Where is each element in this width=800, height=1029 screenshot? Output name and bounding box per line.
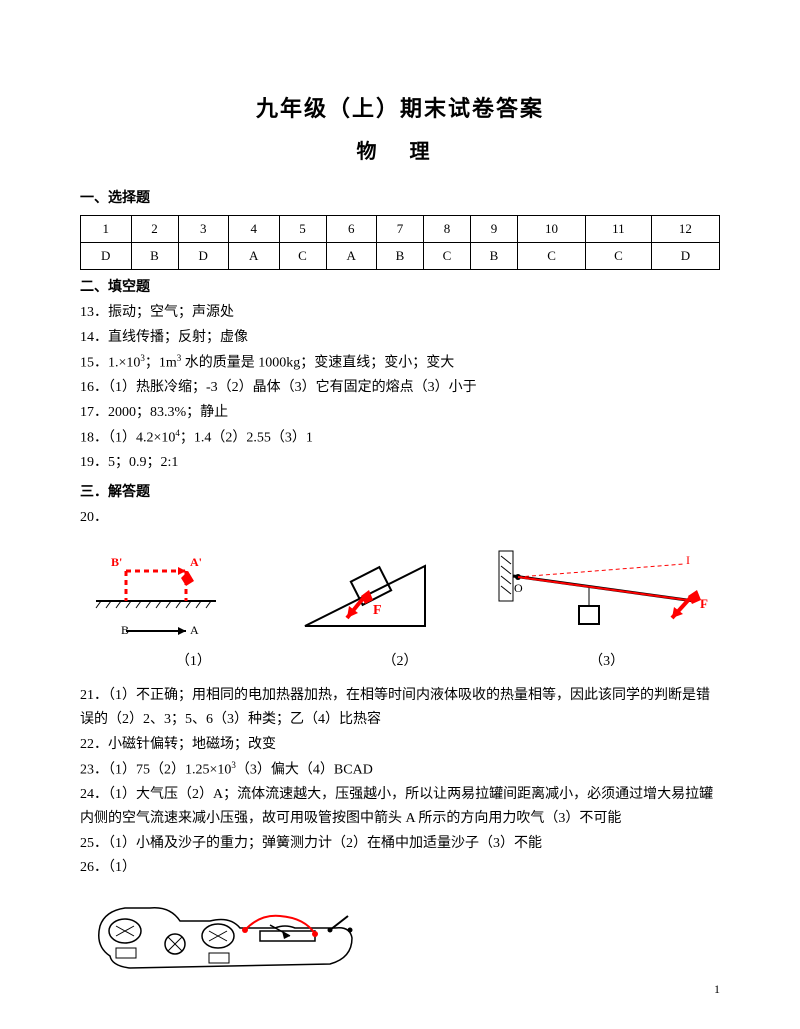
- q18b: ；1.4（2）2.55（3）1: [180, 430, 313, 445]
- cell: 12: [651, 216, 719, 243]
- q16: 16．（1）热胀冷缩；-3（2）晶体（3）它有固定的熔点（3）小于: [80, 376, 720, 400]
- cell: A: [326, 243, 377, 270]
- cell: 7: [377, 216, 424, 243]
- cell: B: [131, 243, 178, 270]
- figure-2: F: [285, 546, 435, 645]
- incline-diagram-icon: F: [285, 546, 435, 636]
- fig3-label: （3）: [503, 650, 710, 674]
- circuit-diagram-icon: [80, 886, 370, 986]
- q20: 20．: [80, 506, 720, 530]
- figure-labels-row: （1） （2） （3）: [90, 650, 710, 674]
- label-B: B: [121, 623, 129, 636]
- q18: 18．（1）4.2×104；1.4（2）2.55（3）1: [80, 426, 720, 450]
- q14: 14．直线传播；反射；虚像: [80, 326, 720, 350]
- q13: 13．振动；空气；声源处: [80, 301, 720, 325]
- cell: C: [424, 243, 471, 270]
- q22: 22．小磁针偏转；地磁场；改变: [80, 733, 720, 757]
- doc-title: 九年级（上）期末试卷答案: [80, 90, 720, 127]
- label-F3: F: [700, 596, 708, 611]
- page-number: 1: [714, 979, 720, 999]
- section-2-heading: 二、填空题: [80, 276, 720, 300]
- cell: 8: [424, 216, 471, 243]
- q24: 24．（1）大气压（2）A；流体流速越大，压强越小，所以让两易拉罐间距离减小，必…: [80, 783, 720, 831]
- cell: 3: [178, 216, 229, 243]
- fig2-label: （2）: [297, 650, 504, 674]
- label-B1: B': [111, 555, 122, 569]
- q23: 23．（1）75（2）1.25×103（3）偏大（4）BCAD: [80, 758, 720, 782]
- label-A: A: [190, 623, 199, 636]
- cell: B: [377, 243, 424, 270]
- cell: 9: [471, 216, 518, 243]
- q23b: （3）偏大（4）BCAD: [236, 762, 373, 777]
- fig1-label: （1）: [90, 650, 297, 674]
- choices-row-answers: D B D A C A B C B C C D: [81, 243, 720, 270]
- q25: 25．（1）小桶及沙子的重力；弹簧测力计（2）在桶中加适量沙子（3）不能: [80, 832, 720, 856]
- choices-table: 1 2 3 4 5 6 7 8 9 10 11 12 D B D A C A B…: [80, 215, 720, 270]
- doc-subject: 物 理: [80, 135, 720, 169]
- cell: 4: [229, 216, 280, 243]
- cell: C: [518, 243, 586, 270]
- figure-1: B A B' A': [86, 546, 226, 645]
- q26: 26．（1）: [80, 856, 720, 880]
- q15a: 15．1.×10: [80, 355, 140, 370]
- lever-diagram-icon: O F I: [494, 546, 714, 636]
- cell: 1: [81, 216, 132, 243]
- choices-row-numbers: 1 2 3 4 5 6 7 8 9 10 11 12: [81, 216, 720, 243]
- cell: D: [178, 243, 229, 270]
- cell: 11: [586, 216, 652, 243]
- label-A1: A': [190, 555, 202, 569]
- q21: 21．（1）不正确；用相同的电加热器加热，在相等时间内液体吸收的热量相等，因此该…: [80, 684, 720, 732]
- circuit-figure: [80, 886, 720, 995]
- q15c: 水的质量是 1000kg；变速直线；变小；变大: [181, 355, 454, 370]
- cell: 2: [131, 216, 178, 243]
- q19: 19．5；0.9；2:1: [80, 451, 720, 475]
- cell: 10: [518, 216, 586, 243]
- label-I: I: [686, 553, 690, 567]
- section-1-heading: 一、选择题: [80, 187, 720, 211]
- mirror-diagram-icon: B A B' A': [86, 546, 226, 636]
- cell: D: [651, 243, 719, 270]
- q17: 17．2000；83.3%；静止: [80, 401, 720, 425]
- cell: D: [81, 243, 132, 270]
- label-O: O: [514, 581, 523, 595]
- cell: 6: [326, 216, 377, 243]
- cell: C: [586, 243, 652, 270]
- q18a: 18．（1）4.2×10: [80, 430, 175, 445]
- q15: 15．1.×103；1m3 水的质量是 1000kg；变速直线；变小；变大: [80, 351, 720, 375]
- cell: B: [471, 243, 518, 270]
- figure-3: O F I: [494, 546, 714, 645]
- figure-row: B A B' A' F: [86, 546, 714, 645]
- cell: 5: [279, 216, 326, 243]
- section-3-heading: 三．解答题: [80, 481, 720, 505]
- q23a: 23．（1）75（2）1.25×10: [80, 762, 231, 777]
- q15b: ；1m: [145, 355, 177, 370]
- cell: A: [229, 243, 280, 270]
- cell: C: [279, 243, 326, 270]
- label-F: F: [373, 603, 382, 618]
